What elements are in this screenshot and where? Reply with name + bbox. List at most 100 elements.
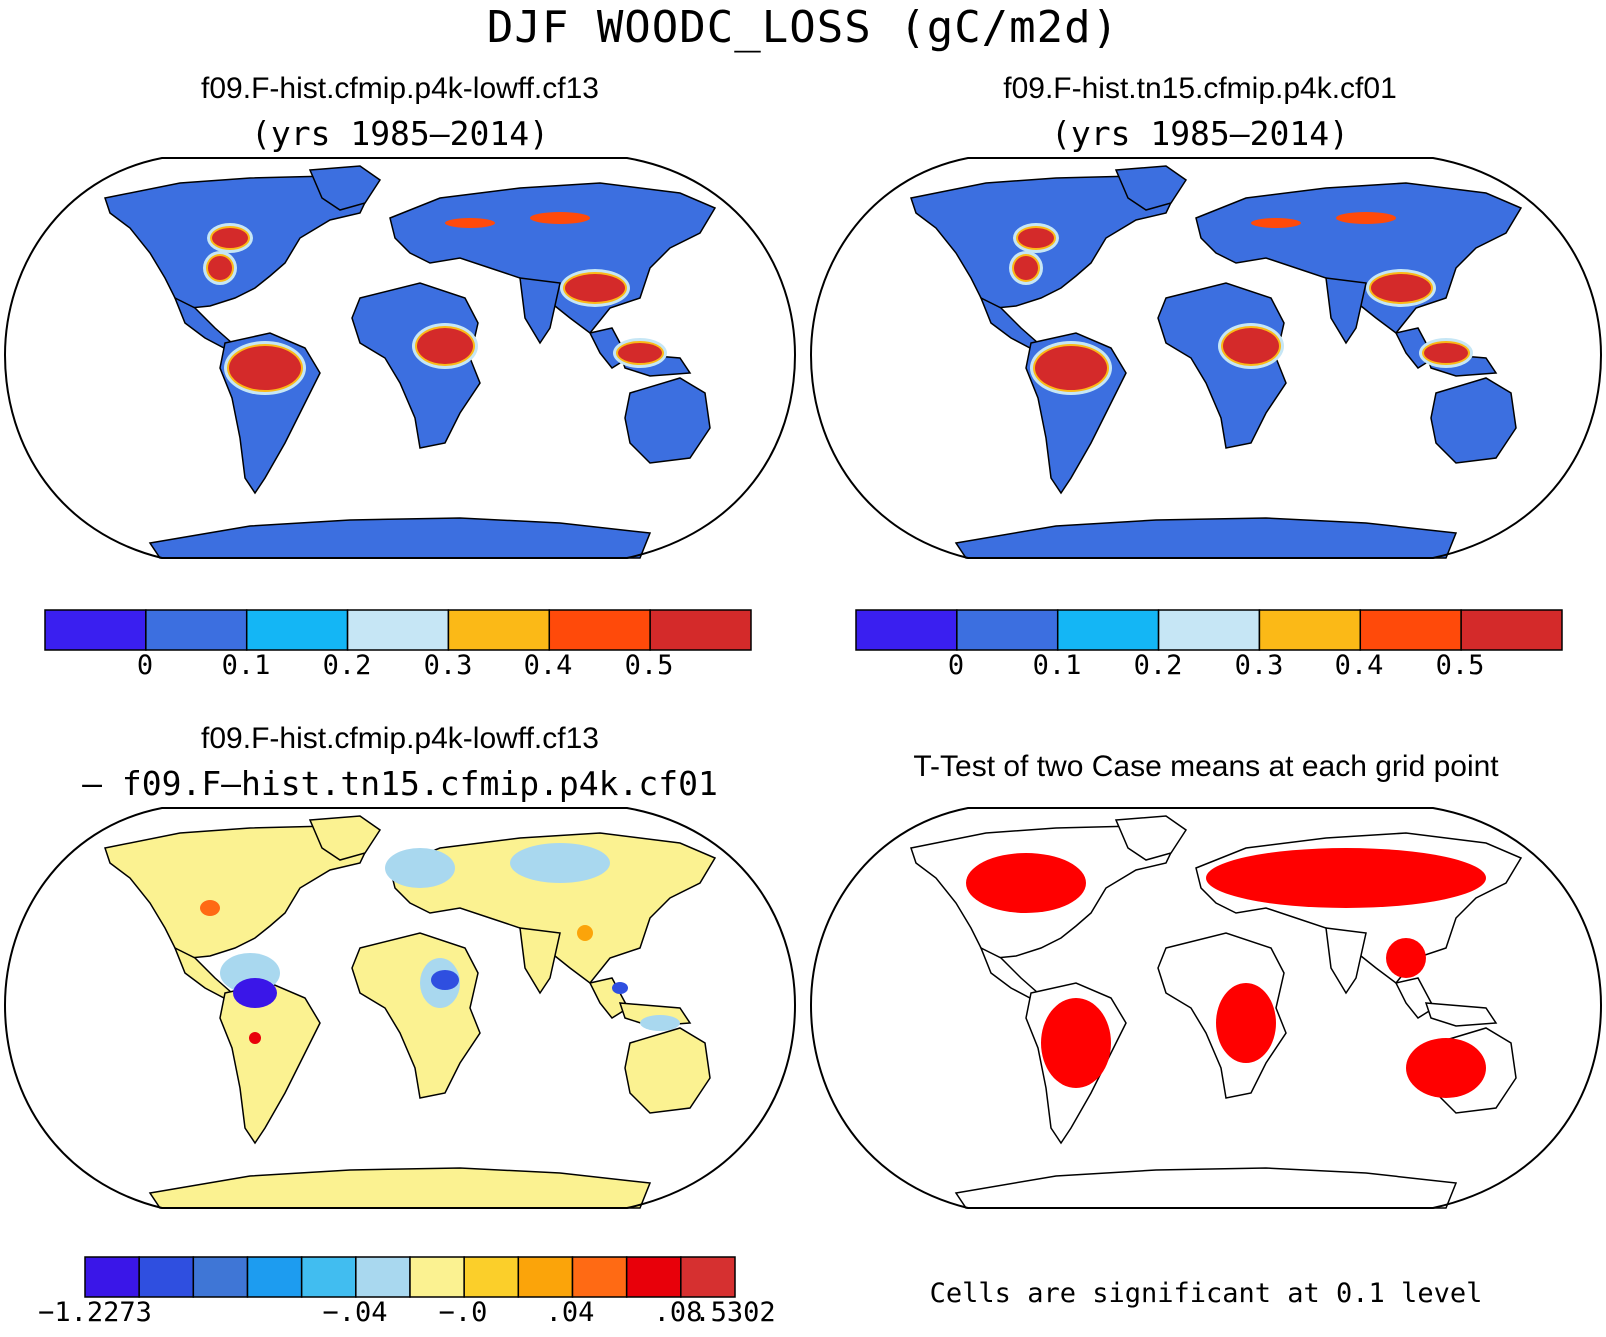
panel-top-left-subtitle: (yrs 1985–2014) xyxy=(250,114,549,153)
cb-bl-tick-5: .5302 xyxy=(694,1297,776,1328)
data-blob-high xyxy=(208,256,232,280)
panel-top-left-title: f09.F-hist.cfmip.p4k-lowff.cf13 xyxy=(201,72,599,105)
map-bottom-right xyxy=(809,807,1603,1209)
data-blob-high xyxy=(1223,328,1279,364)
data-blob-high xyxy=(1035,346,1107,390)
data-blob-high xyxy=(1018,228,1054,248)
data-blob-neg xyxy=(431,970,459,990)
colorbar-swatch xyxy=(245,609,349,651)
colorbar-swatch xyxy=(44,609,147,651)
panel-top-right-title: f09.F-hist.tn15.cfmip.p4k.cf01 xyxy=(1003,72,1397,105)
landmass-india xyxy=(519,277,561,345)
cb-bl-tick-3: .04 xyxy=(545,1297,595,1328)
data-blob-high xyxy=(1371,274,1431,302)
data-blob-band xyxy=(1336,212,1396,224)
cb-tr-tick-0: 0 xyxy=(947,650,965,681)
colorbar-swatch xyxy=(300,1256,357,1298)
colorbar-swatch xyxy=(956,609,1059,651)
landmass-africa xyxy=(351,932,481,1099)
cb-tl-tick-3: 0.3 xyxy=(423,650,473,681)
data-blob-pos xyxy=(577,925,593,941)
landmass-india xyxy=(519,927,561,995)
data-blob-high xyxy=(212,228,248,248)
colorbar-swatch xyxy=(138,1256,195,1298)
landmass-seAsia xyxy=(1394,977,1435,1019)
cb-tl-tick-4: 0.4 xyxy=(523,650,573,681)
landmass-india xyxy=(1325,927,1367,995)
colorbar-swatch xyxy=(84,1256,140,1298)
data-blob-cool xyxy=(640,1015,680,1031)
map-bottom-left xyxy=(3,807,797,1209)
landmass-indonesia xyxy=(1424,1002,1498,1027)
panel-bottom-left-subtitle: – f09.F–hist.tn15.cfmip.p4k.cf01 xyxy=(82,764,718,803)
landmass-greenland xyxy=(1114,815,1188,861)
significant-region xyxy=(1216,983,1276,1063)
panel-bottom-left-title: f09.F-hist.cfmip.p4k-lowff.cf13 xyxy=(201,722,599,755)
panel-bottom-right-title: T-Test of two Case means at each grid po… xyxy=(913,750,1499,783)
colorbar-swatch xyxy=(1056,609,1160,651)
landmass-antarctica xyxy=(954,1167,1458,1209)
cb-tl-tick-5: 0.5 xyxy=(624,650,674,681)
data-blob-cool xyxy=(510,843,610,883)
map-land-top-left xyxy=(104,165,717,559)
colorbar-swatch xyxy=(355,1256,411,1298)
colorbar-swatch xyxy=(548,609,651,651)
cb-tl-tick-0: 0 xyxy=(136,650,154,681)
colorbar-swatch xyxy=(625,1256,682,1298)
landmass-india xyxy=(1325,277,1367,345)
panel-top-right-subtitle: (yrs 1985–2014) xyxy=(1050,114,1349,153)
data-blob-cool xyxy=(385,848,455,888)
colorbar-top-left-ticks: 0 0.1 0.2 0.3 0.4 0.5 xyxy=(45,650,751,690)
cb-bl-tick-4: .08 xyxy=(653,1297,703,1328)
colorbar-swatch xyxy=(1258,609,1362,651)
data-blob-pos xyxy=(249,1032,261,1044)
colorbar-swatch xyxy=(447,609,551,651)
map-land-top-right xyxy=(910,165,1523,559)
colorbar-swatch xyxy=(1157,609,1261,651)
colorbar-swatch xyxy=(571,1256,628,1298)
cb-tr-tick-1: 0.1 xyxy=(1032,650,1082,681)
significance-note: Cells are significant at 0.1 level xyxy=(929,1278,1483,1309)
data-blob-pos xyxy=(200,900,220,916)
data-blob-high xyxy=(1014,256,1038,280)
colorbar-swatch xyxy=(192,1256,249,1298)
cb-tr-tick-3: 0.3 xyxy=(1234,650,1284,681)
significant-region xyxy=(1041,998,1111,1088)
colorbar-swatch xyxy=(680,1256,736,1298)
landmass-antarctica xyxy=(148,1167,652,1209)
data-blob-high xyxy=(618,343,662,363)
landmass-antarctica xyxy=(954,517,1458,559)
data-blob-band xyxy=(445,218,495,228)
landmass-antarctica xyxy=(148,517,652,559)
data-blob-high xyxy=(417,328,473,364)
colorbar-swatch xyxy=(409,1256,465,1298)
landmass-greenland xyxy=(1114,165,1188,211)
colorbar-swatch xyxy=(855,609,958,651)
colorbar-top-right xyxy=(855,609,1563,651)
cb-tr-tick-2: 0.2 xyxy=(1133,650,1183,681)
colorbar-swatch xyxy=(463,1256,520,1298)
map-top-right xyxy=(809,157,1603,559)
landmass-eurasia xyxy=(389,832,717,985)
landmass-greenland xyxy=(308,165,382,211)
colorbar-swatch xyxy=(517,1256,574,1298)
colorbar-bottom-left xyxy=(84,1256,736,1298)
colorbar-swatch xyxy=(145,609,248,651)
data-blob-high xyxy=(1424,343,1468,363)
colorbar-bottom-left-ticks: −1.2273 −.04 −.0 .04 .08 .5302 xyxy=(38,1297,776,1337)
data-blob-high xyxy=(565,274,625,302)
cb-bl-tick-0: −1.2273 xyxy=(38,1297,152,1328)
map-land-bottom-right xyxy=(910,815,1523,1209)
cb-tl-tick-1: 0.1 xyxy=(221,650,271,681)
significant-region xyxy=(1386,938,1426,978)
cb-bl-tick-1: −.04 xyxy=(322,1297,388,1328)
colorbar-top-right-ticks: 0 0.1 0.2 0.3 0.4 0.5 xyxy=(856,650,1562,690)
map-top-left xyxy=(3,157,797,559)
cb-tr-tick-5: 0.5 xyxy=(1435,650,1485,681)
figure-title: DJF WOODC_LOSS (gC/m2d) xyxy=(486,2,1120,53)
significant-region xyxy=(1206,848,1486,908)
landmass-seAsia xyxy=(588,977,629,1019)
data-blob-high xyxy=(229,346,301,390)
colorbar-swatch xyxy=(1359,609,1462,651)
data-blob-neg xyxy=(612,982,628,994)
